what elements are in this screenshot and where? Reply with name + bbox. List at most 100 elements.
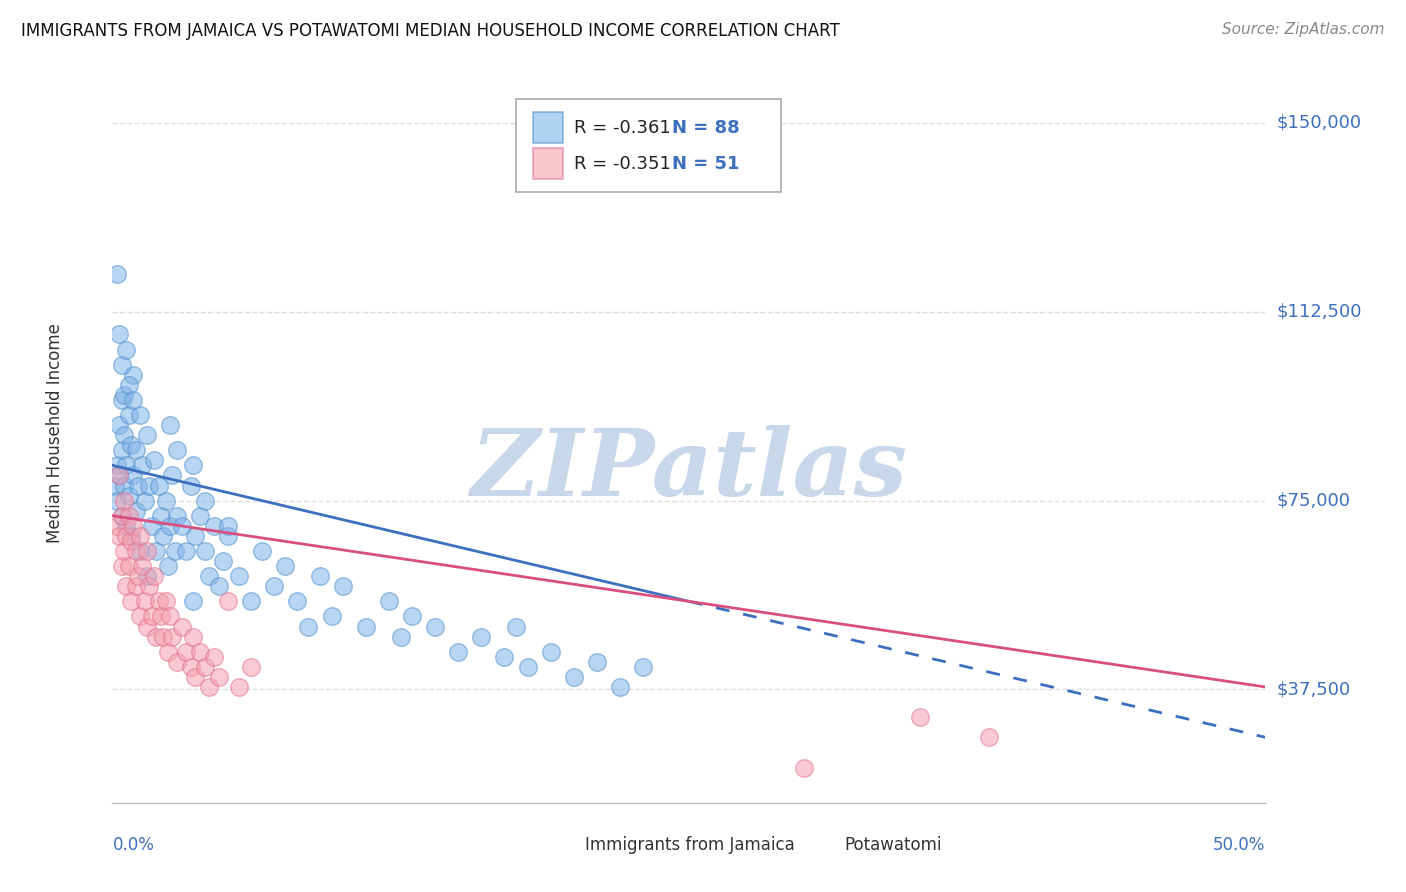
Point <box>180 660 202 674</box>
Point <box>124 579 146 593</box>
Point <box>212 554 235 568</box>
Text: R = -0.351: R = -0.351 <box>574 155 671 173</box>
Point <box>148 594 170 608</box>
Point <box>124 544 146 558</box>
Point <box>117 489 139 503</box>
Point <box>332 579 354 593</box>
FancyBboxPatch shape <box>516 99 782 192</box>
Point <box>122 468 145 483</box>
Point <box>274 559 297 574</box>
Point <box>122 518 145 533</box>
Point <box>138 579 160 593</box>
Point <box>105 458 128 473</box>
Point <box>108 418 131 433</box>
Text: $75,000: $75,000 <box>1277 491 1351 509</box>
Point <box>162 468 184 483</box>
Point <box>131 559 153 574</box>
Point <box>136 428 159 442</box>
Point <box>159 609 181 624</box>
Point <box>239 594 262 608</box>
Point <box>136 569 159 583</box>
Text: ZIPatlas: ZIPatlas <box>471 425 907 515</box>
Point <box>149 508 172 523</box>
Point <box>181 630 204 644</box>
Point <box>166 443 188 458</box>
Point <box>207 579 229 593</box>
Point <box>180 478 202 492</box>
Point <box>188 645 211 659</box>
Point <box>228 680 250 694</box>
Point <box>908 710 931 724</box>
Point <box>127 478 149 492</box>
Point <box>562 670 585 684</box>
Point <box>105 267 128 281</box>
Point <box>127 569 149 583</box>
Point <box>111 508 134 523</box>
Point <box>122 392 145 407</box>
Point <box>105 518 128 533</box>
Point <box>112 493 135 508</box>
Point <box>309 569 332 583</box>
Point <box>159 418 181 433</box>
Point <box>585 655 607 669</box>
Point <box>321 609 343 624</box>
Point <box>159 518 181 533</box>
Point <box>136 544 159 558</box>
Point <box>297 619 319 633</box>
Point <box>184 529 207 543</box>
Text: N = 51: N = 51 <box>672 155 740 173</box>
Point <box>156 645 179 659</box>
Point <box>207 670 229 684</box>
Point <box>124 504 146 518</box>
Point <box>181 458 204 473</box>
Point <box>156 559 179 574</box>
Point <box>134 493 156 508</box>
Point <box>115 579 138 593</box>
Point <box>217 518 239 533</box>
Point <box>124 443 146 458</box>
Point <box>447 645 470 659</box>
Text: 0.0%: 0.0% <box>112 836 155 855</box>
Point <box>129 609 152 624</box>
Point <box>162 630 184 644</box>
Text: Immigrants from Jamaica: Immigrants from Jamaica <box>585 836 794 855</box>
Point <box>155 594 177 608</box>
Point <box>194 493 217 508</box>
Point <box>285 594 308 608</box>
Point <box>143 453 166 467</box>
Point <box>494 649 516 664</box>
Point <box>470 630 492 644</box>
Point <box>228 569 250 583</box>
Point <box>152 529 174 543</box>
Point <box>111 508 134 523</box>
Text: $112,500: $112,500 <box>1277 302 1362 321</box>
Point <box>108 529 131 543</box>
Point <box>129 408 152 422</box>
Point <box>155 493 177 508</box>
Text: Potawatomi: Potawatomi <box>845 836 942 855</box>
Point <box>111 443 134 458</box>
Point <box>145 630 167 644</box>
Point <box>194 544 217 558</box>
Point <box>115 458 138 473</box>
Point <box>141 518 163 533</box>
Point <box>202 649 225 664</box>
Text: N = 88: N = 88 <box>672 119 740 136</box>
Point <box>120 438 142 452</box>
Point <box>389 630 412 644</box>
Text: Source: ZipAtlas.com: Source: ZipAtlas.com <box>1222 22 1385 37</box>
Point <box>181 594 204 608</box>
Point <box>104 478 127 492</box>
Point <box>166 655 188 669</box>
Point <box>149 609 172 624</box>
Point <box>252 544 274 558</box>
Point <box>198 680 221 694</box>
Point <box>263 579 285 593</box>
Point <box>105 493 128 508</box>
Point <box>115 343 138 357</box>
Point <box>108 468 131 483</box>
Point <box>112 544 135 558</box>
Point <box>609 680 631 694</box>
Text: 50.0%: 50.0% <box>1213 836 1265 855</box>
Point <box>111 559 134 574</box>
